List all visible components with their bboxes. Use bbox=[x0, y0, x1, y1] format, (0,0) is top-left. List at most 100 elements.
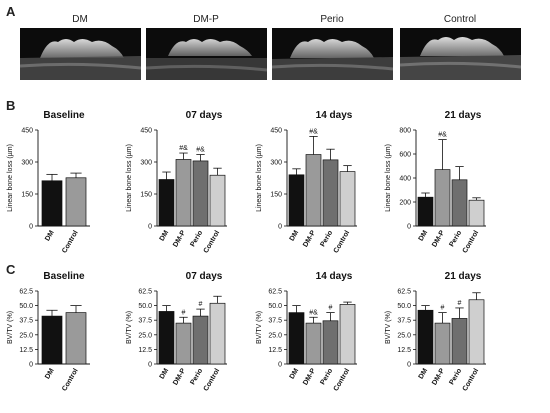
bar-dm bbox=[158, 179, 175, 227]
significance-label: # bbox=[329, 305, 333, 312]
bar-dm bbox=[158, 311, 175, 365]
category-label: DM bbox=[44, 367, 56, 380]
y-tick-label: 50.0 bbox=[19, 303, 33, 310]
significance-label: # bbox=[182, 309, 186, 316]
y-axis-label: Linear bone loss (µm) bbox=[7, 144, 14, 212]
significance-label: #& bbox=[438, 132, 447, 139]
y-tick-label: 25.0 bbox=[138, 332, 152, 339]
bar-dm-p bbox=[434, 169, 451, 227]
bar-perio bbox=[451, 318, 468, 365]
category-label: Control bbox=[333, 367, 352, 392]
significance-label: #& bbox=[309, 309, 318, 316]
y-tick-label: 62.5 bbox=[138, 289, 152, 296]
category-label: Perio bbox=[448, 368, 463, 387]
chart-title: 14 days bbox=[316, 271, 353, 282]
bar-dm bbox=[417, 196, 434, 227]
y-tick-label: 300 bbox=[270, 160, 282, 167]
bar-perio bbox=[192, 315, 209, 365]
category-label: DM-P bbox=[431, 229, 446, 248]
bar-control bbox=[65, 177, 87, 227]
y-tick-label: 800 bbox=[399, 128, 411, 135]
y-tick-label: 0 bbox=[278, 224, 282, 231]
y-axis-label: Linear bone loss (µm) bbox=[126, 144, 133, 212]
y-tick-label: 0 bbox=[407, 362, 411, 369]
y-tick-label: 37.5 bbox=[138, 318, 152, 325]
micro-label-dmp: DM-P bbox=[193, 14, 219, 25]
panel-letter-b: B bbox=[6, 98, 16, 113]
bar-control bbox=[209, 302, 226, 365]
category-label: DM bbox=[289, 229, 301, 242]
bar-perio bbox=[192, 160, 209, 227]
significance-label: # bbox=[441, 305, 445, 312]
bar-control bbox=[468, 199, 485, 227]
y-tick-label: 62.5 bbox=[397, 289, 411, 296]
y-tick-label: 0 bbox=[29, 224, 33, 231]
bar-control bbox=[65, 312, 87, 365]
category-label: Control bbox=[462, 367, 481, 392]
bar-perio bbox=[322, 159, 339, 227]
micro-ct-image-perio bbox=[272, 28, 393, 80]
y-tick-label: 150 bbox=[140, 192, 152, 199]
significance-label: #& bbox=[309, 128, 318, 135]
category-label: Control bbox=[61, 367, 80, 392]
y-tick-label: 0 bbox=[148, 224, 152, 231]
category-label: DM bbox=[418, 229, 430, 242]
y-tick-label: 450 bbox=[270, 128, 282, 135]
y-tick-label: 0 bbox=[407, 224, 411, 231]
bar-dm bbox=[288, 312, 305, 365]
y-tick-label: 400 bbox=[399, 176, 411, 183]
y-axis-label: Linear bone loss (µm) bbox=[385, 144, 392, 212]
bar-control bbox=[209, 174, 226, 227]
y-tick-label: 300 bbox=[140, 160, 152, 167]
y-axis-label: BV/TV (%) bbox=[256, 311, 263, 344]
chart-title: 21 days bbox=[445, 110, 482, 121]
bar-dm-p bbox=[175, 159, 192, 227]
significance-label: #& bbox=[196, 147, 205, 154]
chart-c-6: 14 days BV/TV (%) 0 12.5 25.0 37.5 50.0 62.5 DM #… bbox=[256, 271, 357, 393]
y-tick-label: 25.0 bbox=[19, 332, 33, 339]
category-label: Control bbox=[333, 229, 352, 254]
bar-perio bbox=[451, 179, 468, 227]
y-tick-label: 50.0 bbox=[268, 303, 282, 310]
category-label: Perio bbox=[319, 230, 334, 249]
significance-label: #& bbox=[179, 145, 188, 152]
bar-control bbox=[468, 299, 485, 365]
y-tick-label: 12.5 bbox=[138, 347, 152, 354]
bar-control bbox=[339, 171, 356, 227]
y-tick-label: 150 bbox=[270, 192, 282, 199]
category-label: DM bbox=[159, 367, 171, 380]
y-tick-label: 37.5 bbox=[268, 318, 282, 325]
y-axis-label: BV/TV (%) bbox=[126, 311, 133, 344]
y-tick-label: 0 bbox=[29, 362, 33, 369]
bar-dm bbox=[41, 180, 63, 227]
y-tick-label: 450 bbox=[21, 128, 33, 135]
bar-dm-p bbox=[434, 322, 451, 365]
category-label: Perio bbox=[189, 230, 204, 249]
category-label: Control bbox=[61, 229, 80, 254]
bar-perio bbox=[322, 320, 339, 365]
chart-b-0: Baseline Linear bone loss (µm) 0 150 300 450 D… bbox=[7, 110, 90, 255]
chart-c-4: Baseline BV/TV (%) 0 12.5 25.0 37.5 50.0 62.5 DM… bbox=[7, 271, 90, 393]
chart-title: Baseline bbox=[43, 271, 85, 282]
y-tick-label: 37.5 bbox=[19, 318, 33, 325]
chart-c-7: 21 days BV/TV (%) 0 12.5 25.0 37.5 50.0 62.5 DM #… bbox=[385, 271, 486, 393]
category-label: Control bbox=[203, 229, 222, 254]
y-tick-label: 50.0 bbox=[138, 303, 152, 310]
chart-title: 07 days bbox=[186, 110, 223, 121]
y-tick-label: 0 bbox=[148, 362, 152, 369]
y-axis-label: Linear bone loss (µm) bbox=[256, 144, 263, 212]
y-tick-label: 50.0 bbox=[397, 303, 411, 310]
chart-title: 07 days bbox=[186, 271, 223, 282]
y-tick-label: 0 bbox=[278, 362, 282, 369]
category-label: Perio bbox=[448, 230, 463, 249]
chart-b-3: 21 days Linear bone loss (µm) 0 200 400 600 80… bbox=[385, 110, 486, 255]
y-tick-label: 37.5 bbox=[397, 318, 411, 325]
category-label: DM-P bbox=[172, 367, 187, 386]
significance-label: # bbox=[199, 301, 203, 308]
chart-c-5: 07 days BV/TV (%) 0 12.5 25.0 37.5 50.0 62.5 DM #… bbox=[126, 271, 227, 393]
category-label: DM bbox=[159, 229, 171, 242]
category-label: Control bbox=[462, 229, 481, 254]
y-tick-label: 62.5 bbox=[19, 289, 33, 296]
